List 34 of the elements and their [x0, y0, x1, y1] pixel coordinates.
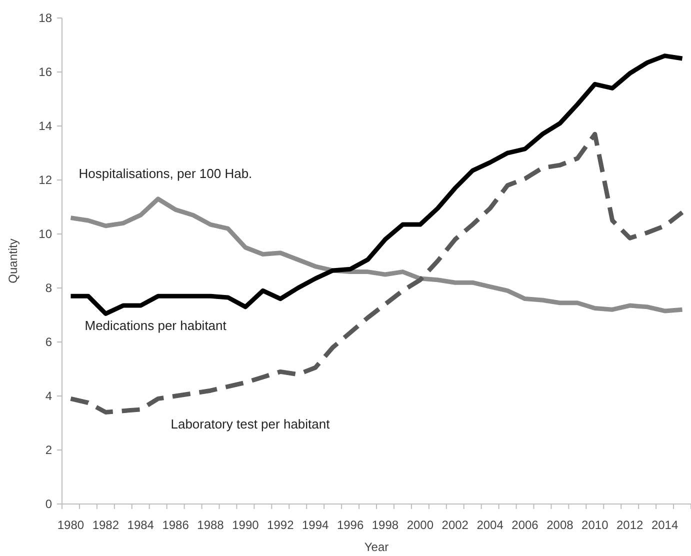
series-label: Laboratory test per habitant	[170, 416, 330, 432]
y-tick-label: 8	[45, 281, 52, 296]
x-tick-label: 1984	[127, 518, 154, 532]
y-tick-label: 6	[45, 335, 52, 350]
x-axis-title: Year	[364, 540, 389, 554]
x-tick-label: 1990	[232, 518, 260, 532]
x-tick-label: 2000	[406, 518, 434, 532]
x-tick-label: 2006	[512, 518, 539, 532]
y-tick-label: 14	[38, 119, 52, 134]
y-axis-title: Quantity	[6, 238, 20, 284]
x-tick-label: 1996	[336, 518, 364, 532]
x-tick-label: 2002	[442, 518, 469, 532]
x-tick-label: 2014	[651, 518, 678, 532]
x-tick-label: 1988	[197, 518, 224, 532]
y-tick-label: 4	[45, 389, 52, 404]
x-tick-label: 1994	[302, 518, 330, 532]
x-tick-label: 2008	[546, 518, 574, 532]
x-tick-label: 1998	[372, 518, 399, 532]
series-label: Medications per habitant	[84, 318, 227, 334]
y-tick-label: 18	[38, 11, 52, 26]
x-tick-label: 1980	[57, 518, 84, 532]
text: Hospitalisations, per 100 Hab.	[78, 166, 252, 181]
x-tick-label: 2012	[616, 518, 644, 532]
y-tick-label: 0	[45, 497, 52, 512]
x-tick-label: 1982	[92, 518, 120, 532]
y-tick-label: 16	[38, 65, 52, 80]
x-tick-label: 1992	[267, 518, 294, 532]
y-tick-label: 10	[38, 227, 52, 242]
y-tick-label: 2	[45, 443, 52, 458]
x-tick-label: 1986	[162, 518, 190, 532]
x-tick-label: 2010	[582, 518, 609, 532]
line-series	[68, 132, 685, 414]
y-tick-label: 12	[38, 173, 52, 188]
x-tick-label: 2004	[476, 518, 504, 532]
